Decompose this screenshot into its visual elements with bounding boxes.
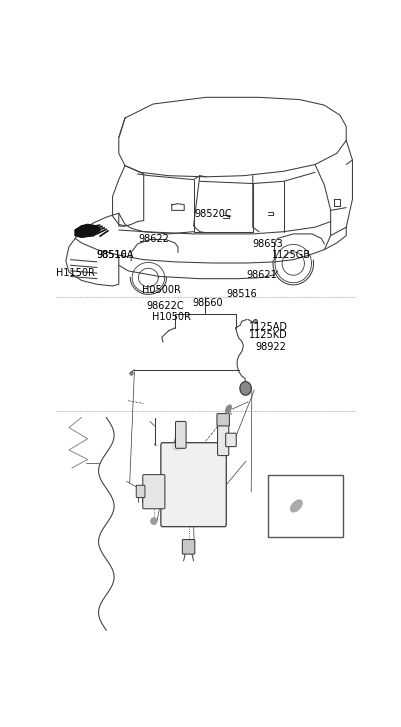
Text: 98653: 98653 <box>252 239 283 249</box>
Polygon shape <box>239 382 251 395</box>
Text: 1125AD: 1125AD <box>248 322 287 332</box>
Text: 98516: 98516 <box>96 250 127 260</box>
Text: 98516: 98516 <box>226 289 256 300</box>
Polygon shape <box>75 225 100 237</box>
FancyBboxPatch shape <box>217 422 228 456</box>
Text: H1150R: H1150R <box>56 268 95 278</box>
FancyBboxPatch shape <box>182 539 194 554</box>
FancyBboxPatch shape <box>160 443 226 526</box>
FancyBboxPatch shape <box>225 433 236 446</box>
Bar <box>267 475 342 537</box>
FancyBboxPatch shape <box>175 422 186 449</box>
Text: 98660: 98660 <box>192 298 222 308</box>
Text: 1125KD: 1125KD <box>248 330 287 340</box>
Ellipse shape <box>150 518 156 524</box>
Text: 98510A: 98510A <box>96 250 134 260</box>
Text: 98622C: 98622C <box>146 300 184 310</box>
Ellipse shape <box>172 443 181 451</box>
Ellipse shape <box>225 405 231 414</box>
Text: 98520C: 98520C <box>194 209 231 220</box>
Text: 98621: 98621 <box>246 270 277 280</box>
Text: 1125GB: 1125GB <box>271 250 310 260</box>
Text: 98922: 98922 <box>255 342 286 352</box>
FancyBboxPatch shape <box>136 485 145 497</box>
FancyBboxPatch shape <box>217 414 229 426</box>
Text: H0500R: H0500R <box>142 285 180 295</box>
Text: H1050R: H1050R <box>151 312 190 322</box>
Text: 98622: 98622 <box>138 234 168 244</box>
Ellipse shape <box>290 500 302 512</box>
FancyBboxPatch shape <box>142 475 164 509</box>
